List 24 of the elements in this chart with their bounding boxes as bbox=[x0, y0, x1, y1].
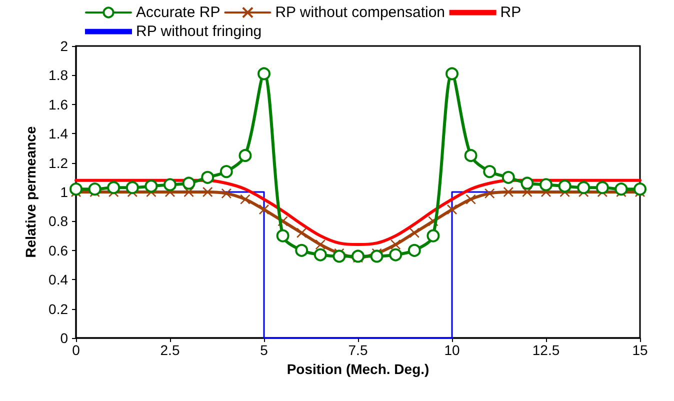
y-tick-label: 1 bbox=[60, 184, 68, 200]
y-tick-label: 0.8 bbox=[48, 213, 68, 230]
y-axis-title: Relative permeance bbox=[22, 126, 39, 258]
legend-label: RP bbox=[500, 4, 522, 21]
x-tick-label: 10 bbox=[444, 342, 460, 358]
y-tick-label: 0 bbox=[60, 330, 68, 346]
x-tick-label: 0 bbox=[72, 342, 80, 358]
y-tick-label: 0.4 bbox=[48, 272, 68, 288]
y-tick-label: 1.4 bbox=[48, 126, 68, 142]
x-tick-label: 7.5 bbox=[348, 342, 368, 358]
legend-label: RP without fringing bbox=[136, 23, 262, 40]
x-axis-title: Position (Mech. Deg.) bbox=[286, 360, 430, 377]
y-tick-label: 1.6 bbox=[48, 96, 68, 112]
x-tick-label: 5 bbox=[260, 342, 268, 358]
y-tick-label: 1.8 bbox=[48, 67, 68, 84]
x-tick-label: 12.5 bbox=[532, 342, 560, 358]
y-tick-label: 0.6 bbox=[48, 242, 68, 258]
x-tick-label: 2.5 bbox=[160, 342, 180, 358]
legend-label: Accurate RP bbox=[136, 4, 220, 21]
y-tick-label: 0.2 bbox=[48, 300, 68, 317]
legend-label: RP without compensation bbox=[275, 4, 446, 21]
x-tick-label: 15 bbox=[632, 342, 648, 358]
y-tick-label: 2 bbox=[60, 38, 68, 54]
y-tick-label: 1.2 bbox=[48, 154, 68, 171]
